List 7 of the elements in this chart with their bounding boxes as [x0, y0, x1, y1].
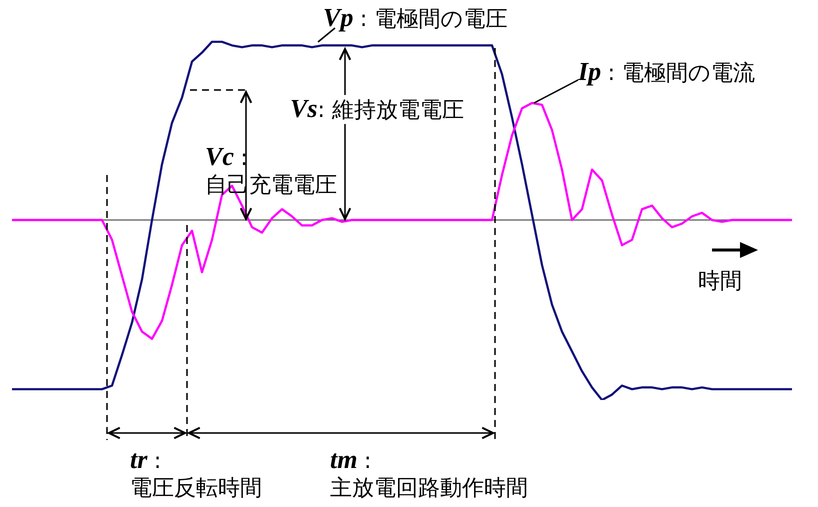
text: tr : 電圧反転時間	[130, 445, 262, 501]
annotation: Vs: 維持放電電圧	[290, 94, 464, 123]
text: tm : 主放電回路動作時間	[330, 445, 528, 501]
text: Vp : 電極間の電圧	[323, 3, 508, 32]
annotation: Vc : 自己充電電圧	[205, 142, 337, 198]
annotation: 時間	[698, 269, 742, 294]
annotation: Ip : 電極間の電流	[578, 57, 756, 86]
